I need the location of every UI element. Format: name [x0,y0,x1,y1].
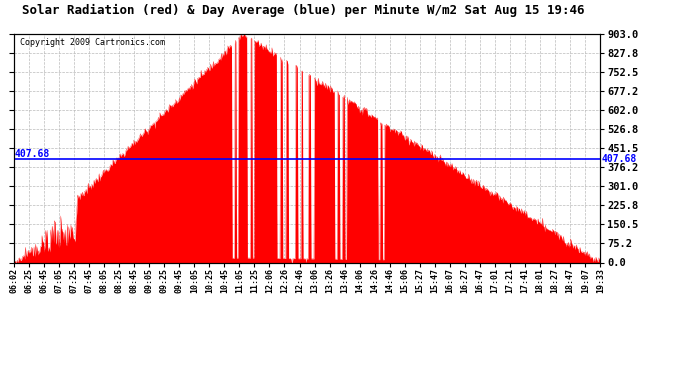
Text: Copyright 2009 Cartronics.com: Copyright 2009 Cartronics.com [19,38,165,47]
Text: Solar Radiation (red) & Day Average (blue) per Minute W/m2 Sat Aug 15 19:46: Solar Radiation (red) & Day Average (blu… [22,4,585,17]
Text: 407.68: 407.68 [15,149,50,159]
Text: 407.68: 407.68 [602,154,637,164]
